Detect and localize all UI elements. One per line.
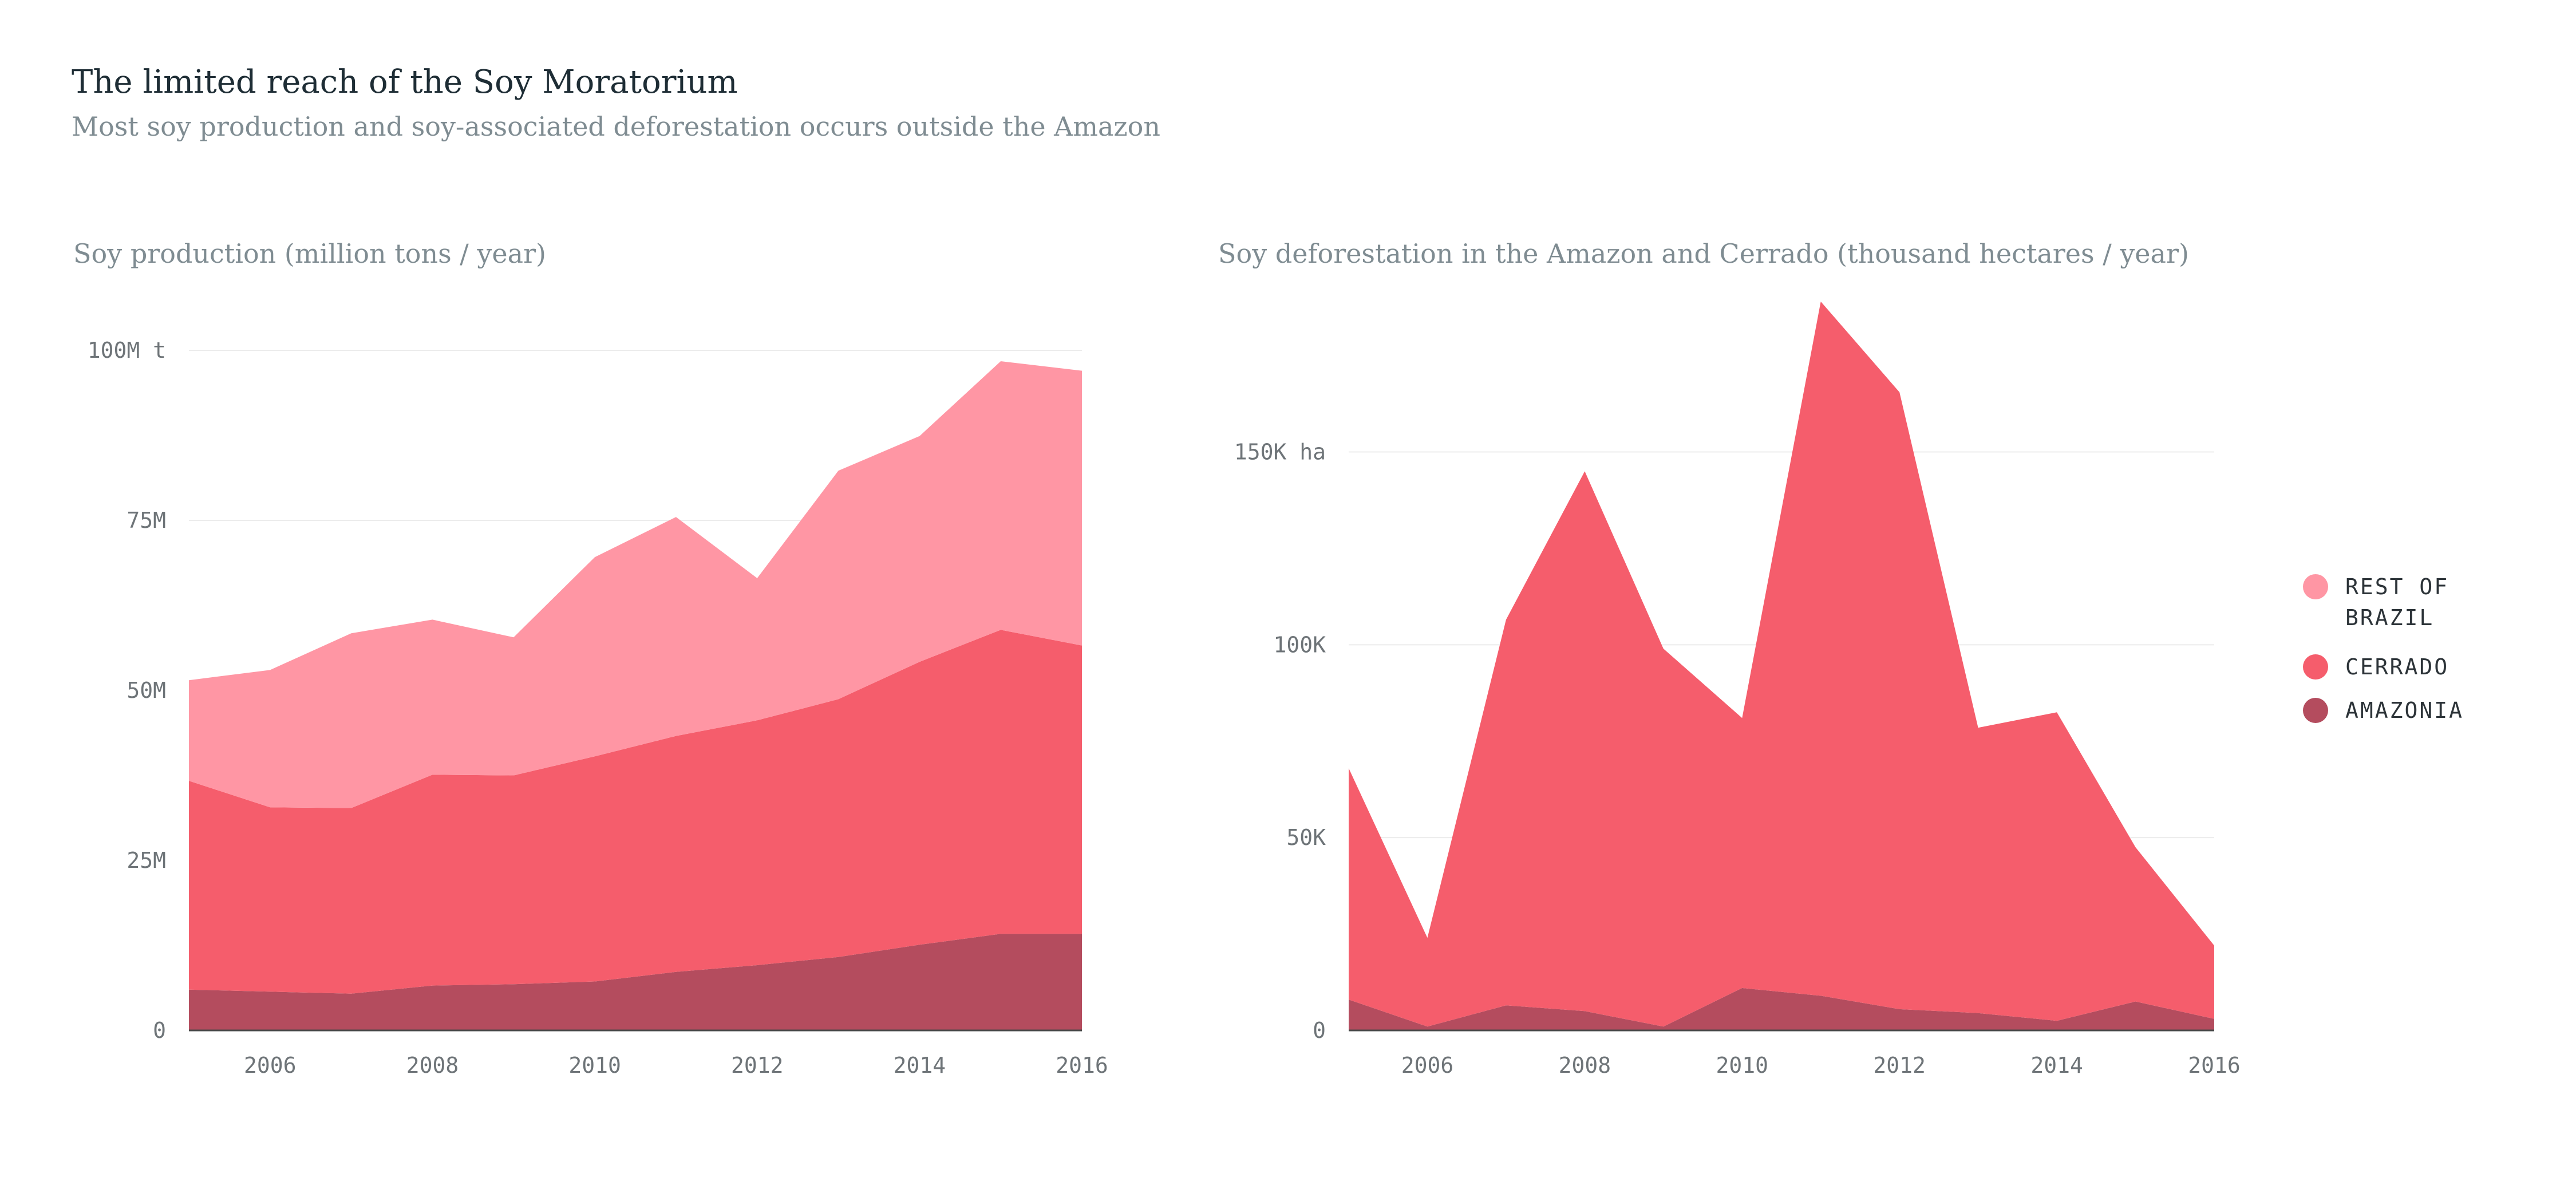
y-tick-label: 50K [1286, 825, 1326, 850]
area-amazonia [1349, 987, 2214, 1030]
legend-label: REST OF [2345, 574, 2449, 599]
x-tick-label: 2016 [1056, 1053, 1108, 1078]
x-tick-label: 2008 [406, 1053, 459, 1078]
deforestation-y-ticks: 0 50K 100K 150K ha [1234, 439, 1326, 1043]
y-tick-label: 0 [153, 1018, 166, 1043]
chart-title: The limited reach of the Soy Moratorium [72, 64, 738, 101]
y-tick-label: 0 [1313, 1018, 1326, 1043]
y-tick-label: 100K [1273, 632, 1326, 657]
area-cerrado [1349, 301, 2214, 1027]
area-cerrado [189, 630, 1082, 994]
deforestation-panel-title: Soy deforestation in the Amazon and Cerr… [1218, 238, 2189, 269]
production-areas [189, 361, 1082, 1030]
x-tick-label: 2014 [894, 1053, 946, 1078]
x-tick-label: 2014 [2030, 1053, 2083, 1078]
legend-swatch [2303, 698, 2328, 723]
x-tick-label: 2006 [1401, 1053, 1454, 1078]
x-tick-label: 2006 [244, 1053, 297, 1078]
chart-subtitle: Most soy production and soy-associated d… [72, 111, 1160, 142]
deforestation-x-ticks: 2006 2008 2010 2012 2014 2016 [1401, 1053, 2241, 1078]
y-tick-label: 150K ha [1234, 439, 1326, 464]
legend-label: AMAZONIA [2345, 698, 2464, 723]
x-tick-label: 2016 [2188, 1053, 2241, 1078]
legend: REST OF BRAZIL CERRADO AMAZONIA [2303, 574, 2464, 723]
production-panel: Soy production (million tons / year) 0 25… [73, 238, 1108, 1078]
production-y-ticks: 0 25M 50M 75M 100M t [88, 338, 166, 1043]
x-tick-label: 2010 [1716, 1053, 1769, 1078]
deforestation-panel: Soy deforestation in the Amazon and Cerr… [1218, 238, 2241, 1078]
y-tick-label: 25M [127, 848, 166, 873]
y-tick-label: 100M t [88, 338, 166, 363]
area-rest-of-brazil [189, 361, 1082, 808]
x-tick-label: 2012 [1873, 1053, 1926, 1078]
legend-item-rest-of-brazil: REST OF BRAZIL [2303, 574, 2449, 630]
production-x-ticks: 2006 2008 2010 2012 2014 2016 [244, 1053, 1108, 1078]
legend-item-amazonia: AMAZONIA [2303, 698, 2464, 723]
legend-label: BRAZIL [2345, 605, 2434, 630]
legend-item-cerrado: CERRADO [2303, 654, 2449, 680]
legend-label: CERRADO [2345, 654, 2449, 680]
x-tick-label: 2012 [731, 1053, 784, 1078]
legend-swatch [2303, 654, 2328, 680]
y-tick-label: 75M [127, 508, 166, 533]
y-tick-label: 50M [127, 678, 166, 703]
x-tick-label: 2008 [1559, 1053, 1611, 1078]
deforestation-areas [1349, 301, 2214, 1030]
legend-swatch [2303, 574, 2328, 599]
production-panel-title: Soy production (million tons / year) [73, 238, 546, 269]
area-amazonia [189, 934, 1082, 1030]
x-tick-label: 2010 [568, 1053, 621, 1078]
